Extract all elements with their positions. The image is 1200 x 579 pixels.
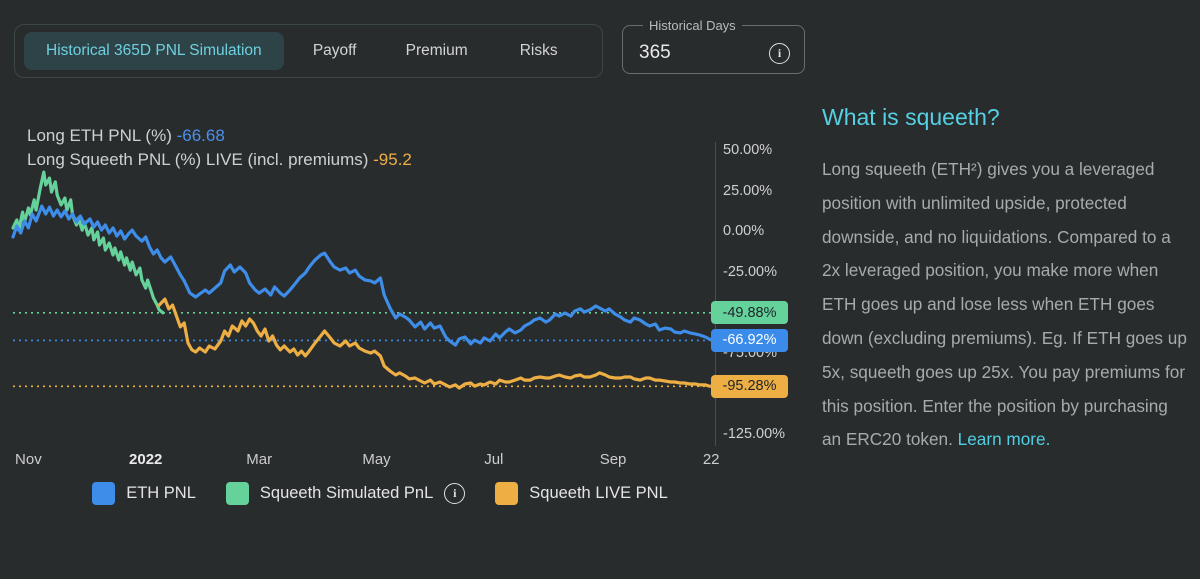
x-tick-label: Mar [246, 451, 273, 468]
info-icon[interactable]: i [769, 42, 790, 64]
value-badge: -95.28% [711, 374, 788, 398]
pnl-chart: Long ETH PNL (%) -66.68 Long Squeeth PNL… [0, 96, 812, 536]
historical-days-label: Historical Days [649, 18, 736, 33]
eth-pnl-swatch [92, 482, 116, 505]
chart-tabs: Historical 365D PNL Simulation Payoff Pr… [14, 24, 603, 78]
y-tick-label: 50.00% [723, 142, 773, 158]
squeeth-live-pnl-readout: Long Squeeth PNL (%) LIVE (incl. premium… [27, 150, 412, 169]
y-tick-label: 0.00% [723, 223, 765, 239]
historical-days-field[interactable]: Historical Days 365 i [622, 18, 805, 74]
y-tick-label: 25.00% [723, 182, 773, 199]
legend-item-squeeth-live[interactable]: Squeeth LIVE PNL [495, 482, 668, 505]
squeeth-simulated-swatch [225, 482, 249, 505]
squeeth-live-pnl-value: -95.2 [373, 150, 412, 169]
learn-more-link[interactable]: Learn more. [957, 429, 1051, 450]
y-tick-label: -25.00% [723, 263, 778, 280]
value-badge: -66.92% [711, 328, 788, 352]
about-title: What is squeeth? [822, 104, 1000, 130]
historical-days-input[interactable]: 365 [639, 42, 671, 63]
series-line [11, 204, 717, 347]
tab-premium[interactable]: Premium [405, 42, 468, 59]
legend-label: ETH PNL [126, 484, 196, 502]
chart-legend: ETH PNL Squeeth Simulated PnL i Squeeth … [0, 482, 760, 505]
series-line [11, 170, 165, 315]
eth-pnl-readout: Long ETH PNL (%) -66.68 [27, 126, 225, 145]
legend-item-eth-pnl[interactable]: ETH PNL [92, 482, 196, 505]
tab-risks[interactable]: Risks [519, 42, 558, 59]
chart-header: Long ETH PNL (%) -66.68 Long Squeeth PNL… [27, 124, 412, 172]
x-tick-label: Sep [599, 451, 627, 468]
tab-historical-pnl-simulation[interactable]: Historical 365D PNL Simulation [24, 32, 284, 70]
eth-pnl-value: -66.68 [176, 126, 225, 145]
series-line [157, 297, 717, 390]
about-body: Long squeeth (ETH²) gives you a leverage… [822, 159, 1187, 450]
x-tick-label: May [362, 451, 391, 468]
y-tick-label: -125.00% [723, 425, 786, 442]
legend-item-squeeth-simulated[interactable]: Squeeth Simulated PnL i [225, 482, 466, 505]
value-badge: -49.88% [711, 301, 788, 325]
x-tick-label: Jul [484, 451, 504, 468]
legend-label: Squeeth LIVE PNL [529, 484, 668, 502]
x-tick-label: 2022 [129, 451, 163, 468]
tab-payoff[interactable]: Payoff [312, 42, 357, 59]
about-panel: What is squeeth? Long squeeth (ETH²) giv… [822, 104, 1189, 457]
legend-label: Squeeth Simulated PnL [259, 484, 434, 502]
x-tick-label: Nov [15, 451, 42, 468]
squeeth-live-swatch [495, 482, 519, 505]
x-tick-label: 22 [702, 451, 720, 468]
info-icon[interactable]: i [444, 483, 466, 504]
